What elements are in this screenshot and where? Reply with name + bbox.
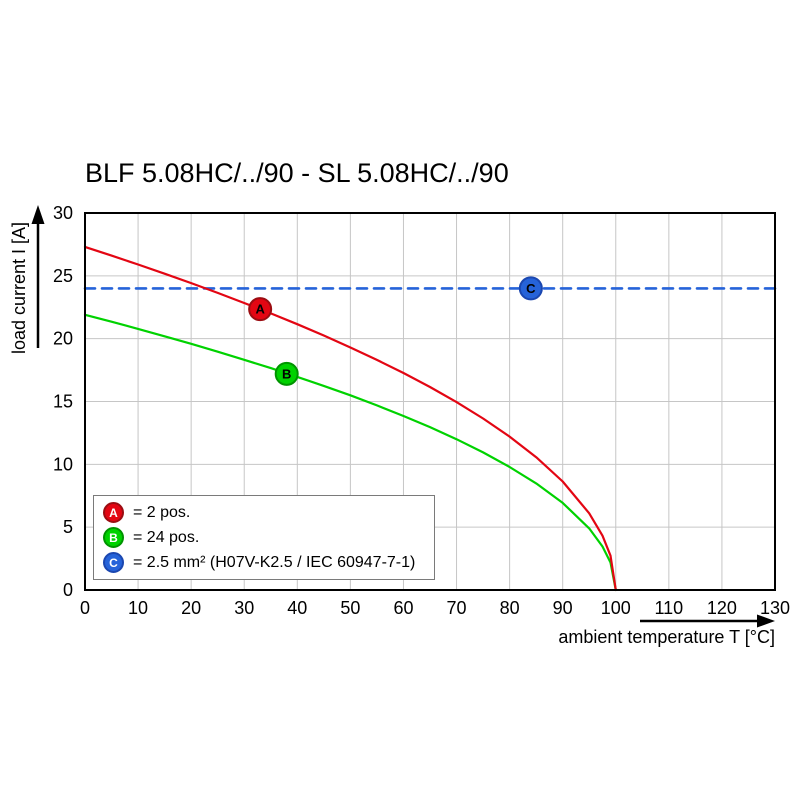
x-tick-label: 50 xyxy=(340,598,360,618)
x-tick-label: 60 xyxy=(393,598,413,618)
legend: A = 2 pos. B = 24 pos. C = 2.5 mm² (H07V… xyxy=(93,495,435,580)
series-b-curve xyxy=(83,313,617,592)
legend-marker-b-icon: B xyxy=(103,527,124,548)
x-tick-label: 40 xyxy=(287,598,307,618)
tick-labels: 0 10 20 30 40 50 60 70 80 90 100 110 120 130 0 5 10 15 20 2… xyxy=(53,203,790,618)
x-tick-label: 0 xyxy=(80,598,90,618)
legend-label-c: = 2.5 mm² (H07V-K2.5 / IEC 60947-7-1) xyxy=(133,553,416,571)
marker-b-icon xyxy=(274,361,299,386)
x-tick-label: 100 xyxy=(601,598,631,618)
plot-frame xyxy=(84,212,776,591)
marker-c-icon xyxy=(518,276,543,301)
legend-marker-a-icon: A xyxy=(103,502,124,523)
x-tick-label: 130 xyxy=(760,598,790,618)
x-axis-arrow-icon xyxy=(640,614,775,628)
legend-marker-c-icon: C xyxy=(103,552,124,573)
legend-label-a: = 2 pos. xyxy=(133,503,191,521)
y-axis-arrow-icon xyxy=(31,205,45,348)
chart-title: BLF 5.08HC/../90 - SL 5.08HC/../90 xyxy=(85,158,509,188)
y-tick-label: 0 xyxy=(63,580,73,600)
x-tick-label: 20 xyxy=(181,598,201,618)
marker-a-icon xyxy=(248,297,273,322)
x-tick-label: 80 xyxy=(500,598,520,618)
legend-item-b: B = 24 pos. xyxy=(103,527,425,548)
y-tick-label: 30 xyxy=(53,203,73,223)
y-tick-label: 15 xyxy=(53,392,73,412)
y-tick-label: 20 xyxy=(53,329,73,349)
curve-markers: A B C xyxy=(248,276,543,386)
legend-label-b: = 24 pos. xyxy=(133,528,200,546)
x-tick-label: 120 xyxy=(707,598,737,618)
marker-b-letter: B xyxy=(282,366,291,381)
series-a-curve xyxy=(83,245,617,592)
data-series xyxy=(83,245,777,592)
y-tick-label: 25 xyxy=(53,266,73,286)
y-tick-label: 5 xyxy=(63,517,73,537)
marker-c-letter: C xyxy=(526,281,536,296)
x-tick-label: 30 xyxy=(234,598,254,618)
marker-a-letter: A xyxy=(255,302,265,317)
legend-item-a: A = 2 pos. xyxy=(103,502,425,523)
legend-item-c: C = 2.5 mm² (H07V-K2.5 / IEC 60947-7-1) xyxy=(103,552,425,573)
x-tick-label: 10 xyxy=(128,598,148,618)
plot-border xyxy=(84,212,776,591)
x-tick-label: 70 xyxy=(447,598,467,618)
x-axis-label: ambient temperature T [°C] xyxy=(558,627,775,647)
x-tick-label: 90 xyxy=(553,598,573,618)
x-tick-label: 110 xyxy=(654,598,683,618)
y-tick-label: 10 xyxy=(53,454,73,474)
